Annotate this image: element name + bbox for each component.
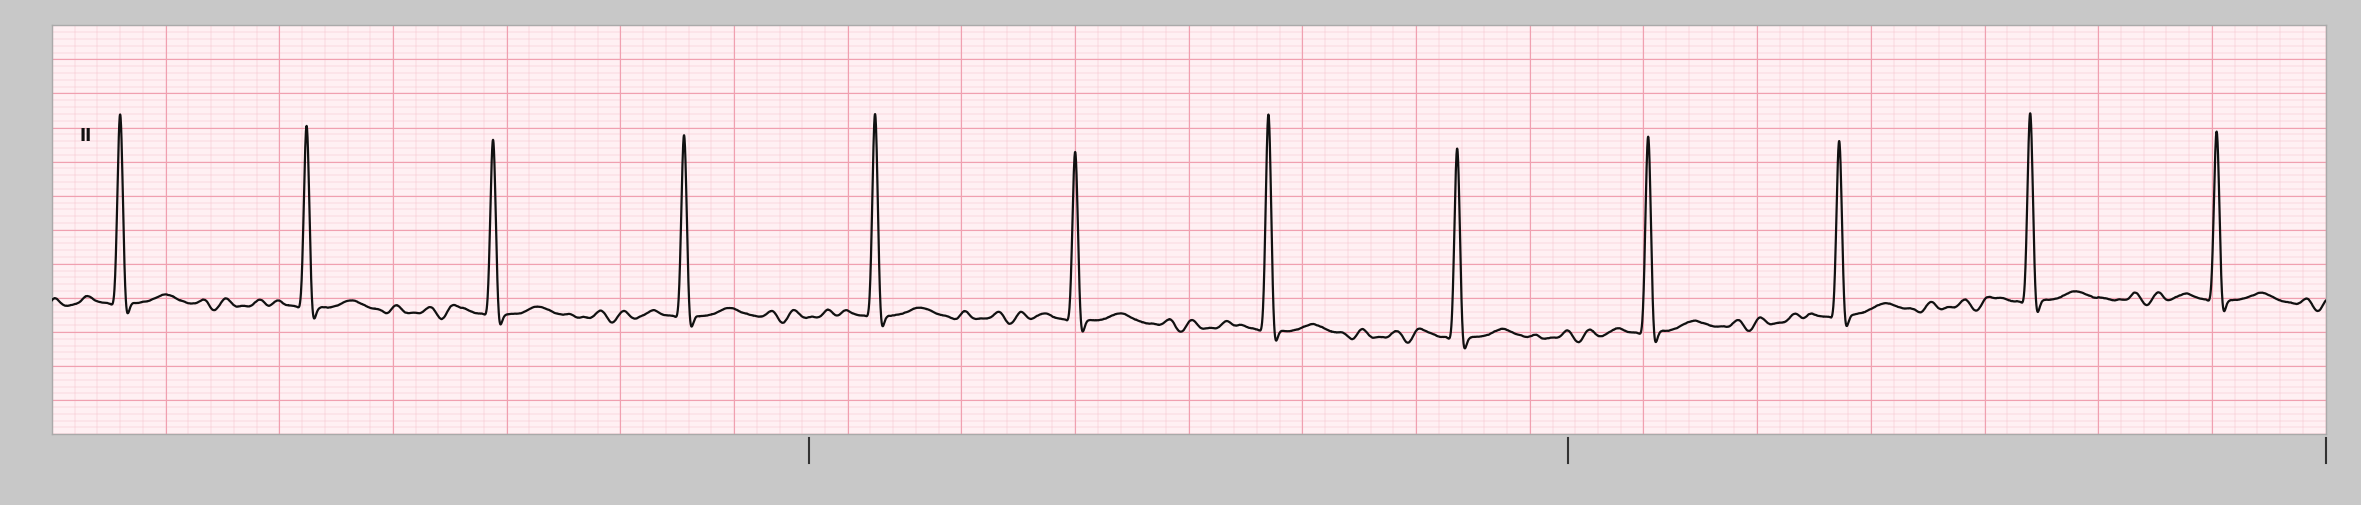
- Text: II: II: [80, 127, 92, 145]
